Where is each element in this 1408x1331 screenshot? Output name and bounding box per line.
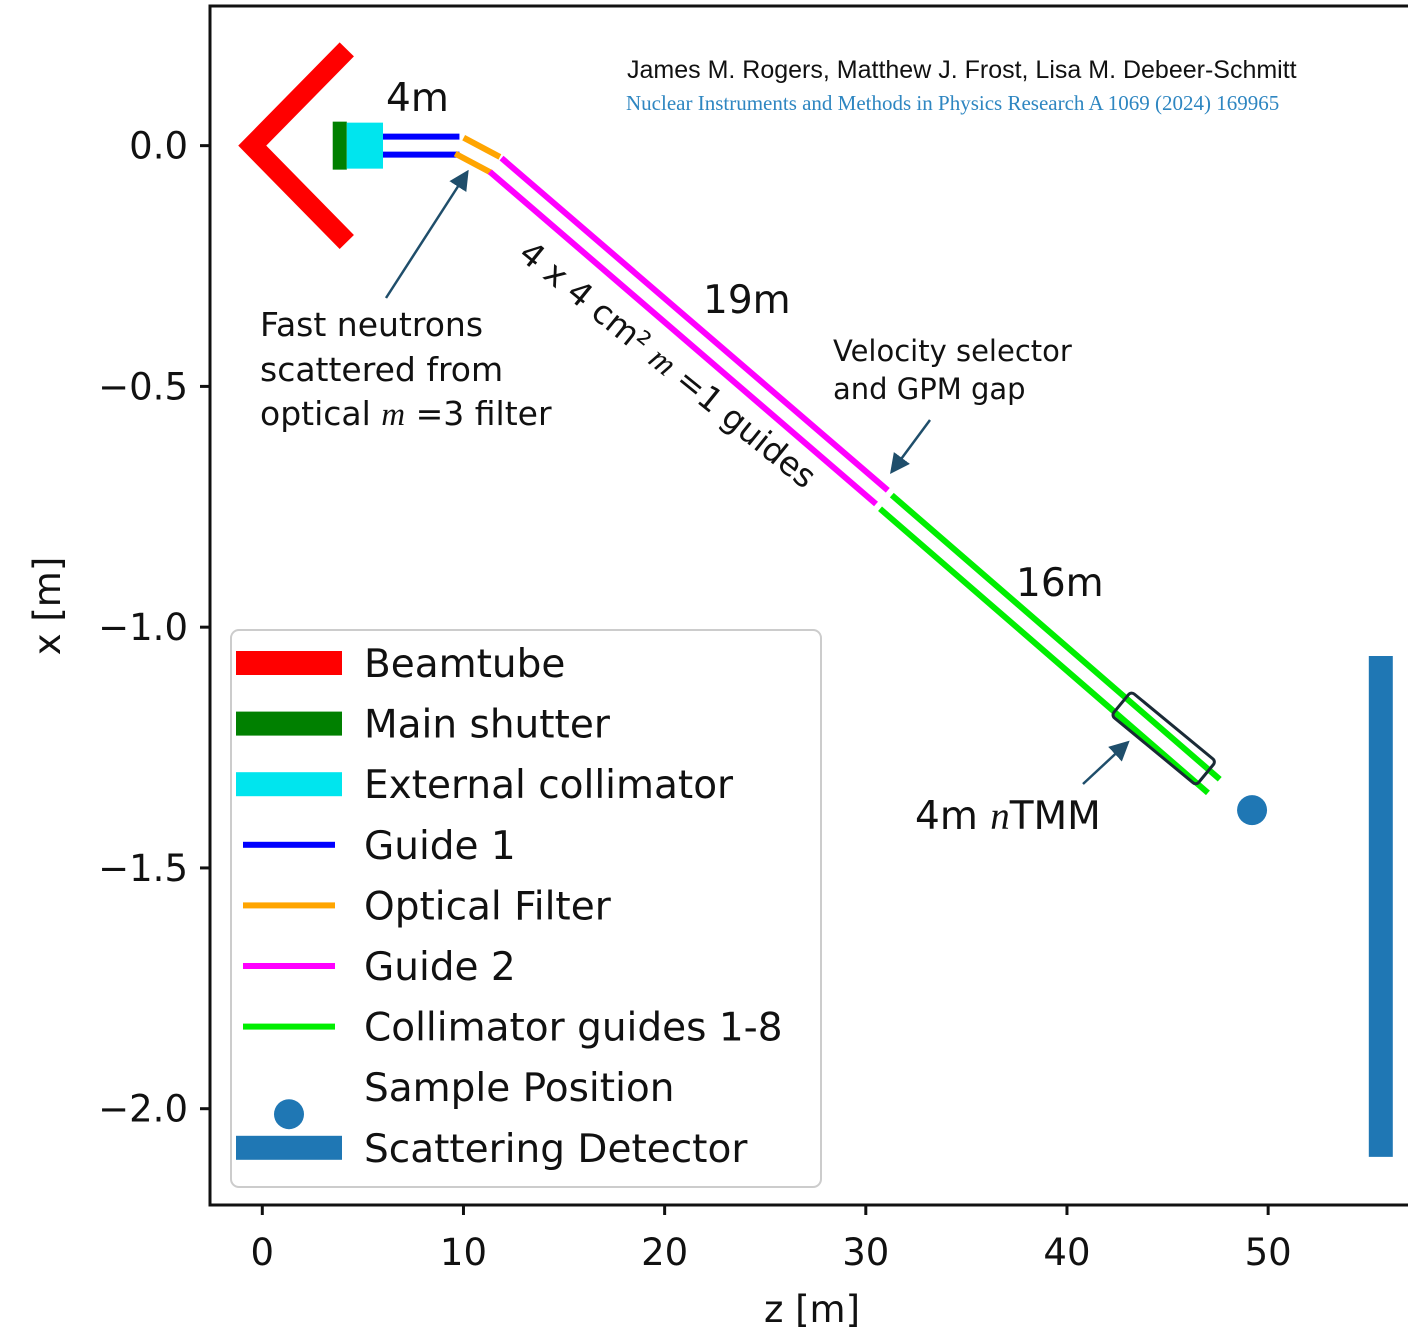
guide-1-legend-swatch bbox=[243, 841, 335, 848]
external-collimator-legend-swatch bbox=[236, 772, 342, 797]
ntmm-post: TMM bbox=[1009, 794, 1101, 839]
collimator-guides-1-8-series bbox=[889, 492, 1222, 782]
x-tick-label: 50 bbox=[1245, 1231, 1292, 1274]
beamtube-legend-label: Beamtube bbox=[364, 642, 565, 687]
fast-neutrons-line2: scattered from bbox=[260, 350, 503, 389]
y-tick-label: −0.5 bbox=[98, 365, 188, 408]
series-layer bbox=[238, 42, 1393, 1157]
x-tick-label: 40 bbox=[1043, 1231, 1090, 1274]
fast-neutrons-line1: Fast neutrons bbox=[260, 305, 483, 344]
x-tick-label: 10 bbox=[440, 1231, 487, 1274]
scattering-detector-legend-swatch bbox=[236, 1135, 342, 1160]
beamtube-series bbox=[238, 42, 354, 249]
ntmm-arrow bbox=[1082, 740, 1130, 785]
legend-frame bbox=[230, 629, 822, 1188]
legend: Beamtube Main shutter External collimator G… bbox=[230, 629, 822, 1188]
guide-2-series bbox=[487, 169, 878, 507]
ntmm-n: n bbox=[990, 795, 1010, 838]
guide-2-legend-swatch bbox=[243, 963, 335, 969]
fast-neutrons-pre: optical bbox=[260, 394, 381, 433]
fast-neutrons-line3: optical m =3 filter bbox=[260, 394, 552, 433]
y-tick-label: −2.0 bbox=[98, 1088, 188, 1131]
y-tick-label: −1.0 bbox=[98, 606, 188, 649]
collimator-guides-1-8-legend-label: Collimator guides 1-8 bbox=[364, 1006, 783, 1051]
sample-position-legend-swatch bbox=[274, 1099, 304, 1130]
length-19m-label: 19m bbox=[703, 278, 791, 323]
collimator-guides-1-8-legend-swatch bbox=[243, 1023, 335, 1030]
x-axis-label: z [m] bbox=[764, 1288, 860, 1331]
external-collimator-legend-label: External collimator bbox=[364, 763, 734, 808]
guide-2-series bbox=[499, 155, 890, 493]
x-tick-label: 0 bbox=[251, 1231, 275, 1274]
plot-frame bbox=[208, 4, 1408, 1207]
y-axis-ticks: 0.0 −0.5 −1.0 −1.5 −2.0 bbox=[98, 125, 210, 1131]
main-shutter-legend-label: Main shutter bbox=[364, 703, 611, 748]
length-4m-label: 4m bbox=[386, 76, 449, 121]
sample-position-series bbox=[1237, 795, 1268, 826]
sample-position-legend-label: Sample Position bbox=[364, 1066, 674, 1111]
velocity-line1: Velocity selector bbox=[833, 334, 1072, 368]
citation-journal: Nuclear Instruments and Methods in Physi… bbox=[626, 91, 1279, 115]
external-collimator-series bbox=[346, 122, 384, 169]
x-axis-ticks: 0 10 20 30 40 50 bbox=[251, 1205, 1292, 1274]
main-shutter-series bbox=[332, 121, 347, 170]
fast-neutrons-m: m bbox=[381, 397, 405, 433]
optical-filter-legend-label: Optical Filter bbox=[364, 884, 612, 929]
ntmm-box bbox=[1111, 691, 1216, 786]
guides-annotation: 4 x 4 cm² m =1 guides bbox=[512, 233, 824, 496]
ntmm-annotation: 4m nTMM bbox=[915, 794, 1101, 839]
collimator-guides-1-8-series bbox=[878, 506, 1210, 796]
optical-filter-series bbox=[453, 150, 493, 176]
ntmm-pre: 4m bbox=[915, 794, 990, 839]
citation-authors: James M. Rogers, Matthew J. Frost, Lisa … bbox=[627, 56, 1297, 84]
scattering-detector-legend-label: Scattering Detector bbox=[364, 1127, 748, 1172]
velocity-arrow bbox=[890, 419, 932, 475]
x-tick-label: 30 bbox=[842, 1231, 889, 1274]
x-tick-label: 20 bbox=[641, 1231, 688, 1274]
main-shutter-legend-swatch bbox=[236, 711, 342, 736]
guides-post: =1 guides bbox=[660, 353, 824, 496]
y-tick-label: 0.0 bbox=[129, 125, 188, 168]
fast-neutrons-arrow bbox=[384, 169, 469, 299]
y-axis-label: x [m] bbox=[26, 557, 69, 656]
optical-filter-series bbox=[462, 135, 502, 160]
length-16m-label: 16m bbox=[1016, 561, 1104, 606]
guide-2-legend-label: Guide 2 bbox=[364, 945, 516, 990]
beamtube-legend-swatch bbox=[236, 651, 342, 675]
velocity-line2: and GPM gap bbox=[833, 372, 1026, 406]
fast-neutrons-post: =3 filter bbox=[405, 394, 552, 433]
optical-filter-legend-swatch bbox=[243, 902, 335, 909]
guide-1-legend-label: Guide 1 bbox=[364, 824, 516, 869]
y-tick-label: −1.5 bbox=[98, 847, 188, 890]
